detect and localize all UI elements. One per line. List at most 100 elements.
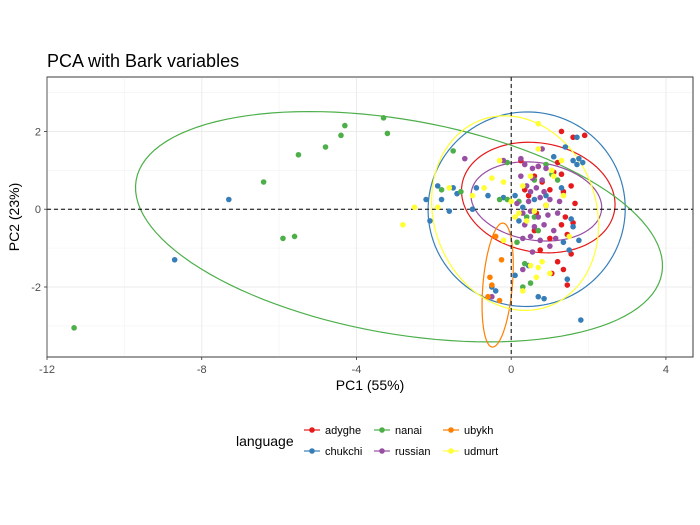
point-russian [541, 221, 547, 228]
legend-key-point-adyghe [309, 427, 315, 433]
point-russian [527, 208, 534, 214]
ellipse-adyghe [460, 141, 616, 254]
point-nanai [527, 280, 534, 286]
point-udmurt [469, 192, 476, 199]
point-udmurt [543, 202, 549, 209]
point-chukchi [579, 159, 586, 166]
point-udmurt [519, 183, 526, 189]
legend-label-russian: russian [395, 446, 430, 458]
point-udmurt [535, 120, 542, 127]
point-russian [537, 237, 544, 244]
point-udmurt [531, 208, 538, 214]
point-nanai [450, 148, 456, 154]
point-adyghe [568, 183, 574, 189]
point-nanai [521, 260, 528, 267]
point-nanai [295, 151, 302, 158]
point-russian [518, 173, 524, 179]
point-chukchi [550, 153, 557, 160]
point-russian [547, 243, 553, 249]
y-tick-label: -2 [31, 282, 41, 294]
point-udmurt [535, 264, 542, 271]
y-axis-ticks: -2 0 2 [31, 126, 47, 294]
legend-label-nanai: nanai [395, 425, 422, 437]
point-russian [545, 212, 551, 218]
point-udmurt [547, 270, 553, 277]
legend-key-point-ubykh [448, 427, 454, 433]
point-udmurt [519, 288, 526, 294]
point-udmurt [535, 146, 542, 152]
point-nanai [519, 284, 526, 290]
point-chukchi [519, 204, 526, 211]
x-axis-ticks: -12 -8 -4 0 4 [39, 357, 669, 376]
point-chukchi [578, 317, 584, 323]
point-udmurt [566, 233, 573, 240]
point-chukchi [576, 237, 582, 244]
point-chukchi [492, 288, 499, 294]
point-udmurt [500, 179, 507, 185]
point-adyghe [572, 200, 578, 207]
point-adyghe [537, 247, 544, 253]
point-russian [525, 198, 532, 205]
point-chukchi [570, 157, 576, 164]
point-chukchi [535, 293, 542, 300]
point-chukchi [562, 144, 569, 150]
point-russian [529, 249, 536, 255]
point-chukchi [516, 218, 522, 224]
point-udmurt [508, 198, 514, 205]
point-russian [552, 235, 559, 242]
point-chukchi [512, 272, 518, 279]
point-ubykh [496, 297, 503, 304]
point-russian [531, 223, 538, 230]
x-tick-label: -12 [39, 364, 55, 376]
point-russian [518, 155, 524, 162]
point-adyghe [560, 266, 567, 273]
point-chukchi [566, 247, 573, 253]
point-adyghe [562, 214, 569, 220]
point-russian [554, 210, 561, 216]
point-adyghe [564, 282, 571, 288]
point-udmurt [558, 157, 565, 164]
point-udmurt [446, 185, 453, 191]
point-chukchi [171, 256, 178, 263]
point-russian [535, 214, 542, 220]
point-chukchi [570, 223, 576, 230]
chart-title: PCA with Bark variables [47, 51, 239, 71]
point-udmurt [533, 274, 540, 281]
point-russian [541, 188, 547, 195]
ellipse-nanai [134, 110, 664, 343]
point-adyghe [558, 128, 565, 135]
point-chukchi [469, 206, 476, 213]
point-nanai [531, 214, 538, 220]
point-russian [523, 183, 530, 189]
point-udmurt [527, 262, 534, 269]
point-chukchi [564, 276, 571, 283]
point-russian [543, 165, 549, 172]
point-adyghe [531, 227, 538, 234]
plot-panel [46, 76, 694, 358]
point-udmurt [489, 175, 495, 181]
point-udmurt [523, 218, 530, 224]
point-russian [529, 165, 536, 172]
point-udmurt [527, 173, 534, 179]
point-nanai [514, 239, 520, 246]
point-nanai [438, 186, 445, 193]
point-udmurt [549, 167, 555, 174]
plot-area [46, 76, 694, 358]
y-tick-label: 0 [35, 204, 41, 216]
point-udmurt [539, 258, 545, 265]
x-tick-label: 0 [508, 364, 514, 376]
ellipse-udmurt [430, 115, 600, 311]
point-ubykh [489, 282, 495, 288]
point-nanai [338, 132, 344, 139]
y-tick-label: 2 [35, 126, 41, 138]
point-nanai [543, 161, 549, 168]
legend-key-point-russian [379, 448, 385, 454]
point-chukchi [473, 185, 480, 191]
point-russian [539, 177, 545, 183]
point-nanai [342, 122, 348, 129]
point-udmurt [400, 221, 406, 228]
point-chukchi [485, 192, 491, 199]
confidence-ellipses [134, 110, 664, 348]
point-udmurt [481, 185, 487, 191]
point-chukchi [434, 183, 441, 189]
